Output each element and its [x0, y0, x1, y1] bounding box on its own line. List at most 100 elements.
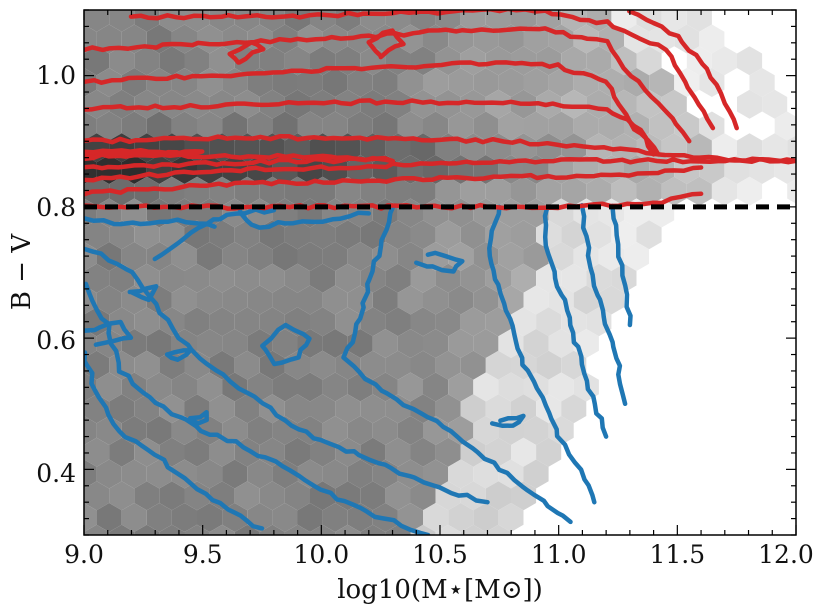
hexbin-cell — [284, 263, 310, 293]
hexbin-cell — [573, 285, 599, 315]
hexbin-cell — [323, 0, 348, 10]
hexbin-cell — [435, 307, 461, 337]
hexbin-cell — [96, 459, 122, 489]
hexbin-cell — [171, 242, 197, 271]
hexbin-cell — [197, 111, 223, 141]
hexbin-cell — [586, 46, 612, 76]
hexbin-cell — [197, 503, 223, 532]
hexbin-cell — [360, 89, 386, 119]
hexbin-cell — [624, 242, 650, 271]
hexbin-cell — [385, 524, 411, 535]
hexbin-cell — [272, 111, 298, 141]
hexbin-cell — [159, 263, 185, 293]
hexbin-cell — [59, 90, 84, 119]
x-tick-label: 10.0 — [293, 540, 349, 569]
hexbin-cell — [762, 89, 788, 119]
hexbin-cell — [84, 155, 97, 184]
hexbin-cell — [523, 285, 549, 315]
hexbin-cell — [84, 10, 110, 32]
hexbin-cell — [259, 524, 285, 535]
hexbin-cell — [171, 503, 197, 532]
hexbin-cell — [372, 68, 398, 97]
hexbin-cell — [134, 350, 160, 380]
red-contour-line — [84, 60, 661, 157]
blue-contour-line — [164, 348, 193, 362]
hexbin-cell — [310, 263, 336, 293]
hexbin-cell — [523, 459, 549, 489]
hexbin-cell — [347, 111, 373, 141]
hexbin-cell — [335, 220, 361, 250]
hexbin-cell — [448, 459, 474, 489]
hexbin-cell — [59, 220, 84, 249]
hexbin-cell — [599, 0, 624, 10]
x-tick-label: 10.5 — [412, 540, 468, 569]
hexbin-cell — [511, 220, 537, 250]
hexbin-cell — [209, 437, 235, 467]
hexbin-cell — [410, 10, 436, 32]
hexbin-cell — [297, 503, 323, 532]
hexbin-cell — [96, 372, 122, 402]
hexbin-cell — [624, 0, 649, 10]
hexbin-cell — [385, 263, 411, 293]
hexbin-cell — [561, 176, 587, 206]
hexbin-cell — [498, 0, 523, 10]
hexbin-cell — [234, 263, 260, 293]
hexbin-cell — [410, 437, 436, 467]
hexbin-cell — [146, 329, 172, 358]
hexbin-cell — [184, 350, 210, 380]
hexbin-cell — [122, 0, 147, 10]
hexbin-cell — [272, 459, 298, 489]
hexbin-cell — [347, 242, 373, 271]
hexbin-cell — [762, 133, 788, 163]
hexbin-cell — [272, 285, 298, 315]
hexbin-cell — [84, 46, 110, 76]
hexbin-cell — [247, 111, 273, 141]
hexbin-cell — [561, 133, 587, 163]
hexbin-cell — [498, 68, 524, 97]
hexbin-cell — [159, 89, 185, 119]
blue-contour-line — [84, 246, 490, 505]
hexbin-cell — [448, 68, 474, 97]
hexbin-cell — [385, 176, 411, 206]
blue-contour-line — [84, 281, 431, 535]
hexbin-cell — [247, 416, 273, 445]
hexbin-cell — [649, 68, 675, 97]
hexbin-cell — [234, 481, 260, 511]
hexbin-cell — [536, 46, 562, 76]
hexbin-cell — [548, 329, 574, 358]
hexbin-cell — [435, 46, 461, 76]
hexbin-cell — [297, 242, 323, 271]
hexbin-cell — [335, 263, 361, 293]
hexbin-cell — [536, 437, 562, 467]
hexbin-cell — [473, 111, 499, 141]
hexbin-cell — [523, 242, 549, 271]
hexbin-cell — [109, 394, 135, 424]
hexbin-cell — [523, 24, 549, 54]
hexbin-cell — [398, 0, 423, 10]
hexbin-cell — [109, 524, 135, 535]
hexbin-cell — [385, 350, 411, 380]
hexbin-cell — [448, 329, 474, 358]
hexbin-cell — [360, 176, 386, 206]
hexbin-cell — [711, 133, 737, 163]
hexbin-cell — [171, 285, 197, 315]
blue-contour-line — [152, 207, 277, 262]
red-contour-line — [128, 10, 716, 131]
hexbin-cell — [109, 437, 135, 467]
hexbin-cell — [423, 242, 449, 271]
hexbin-cell — [71, 0, 96, 10]
hexbin-cell — [636, 89, 662, 119]
hexbin-cell — [448, 416, 474, 445]
hexbin-cell — [473, 503, 499, 532]
hexbin-cell — [460, 307, 486, 337]
hexbin-cell — [460, 10, 486, 32]
y-tick-labels: 0.4 0.6 0.8 1.0 — [36, 61, 76, 488]
hexbin-cell — [146, 416, 172, 445]
hexbin-cell — [636, 176, 662, 206]
hexbin-cell — [322, 329, 348, 358]
hexbin-cell — [209, 307, 235, 337]
y-axis-label: B − V — [7, 233, 37, 310]
hexbin-cell — [737, 133, 763, 163]
hexbin-cell — [297, 68, 323, 97]
